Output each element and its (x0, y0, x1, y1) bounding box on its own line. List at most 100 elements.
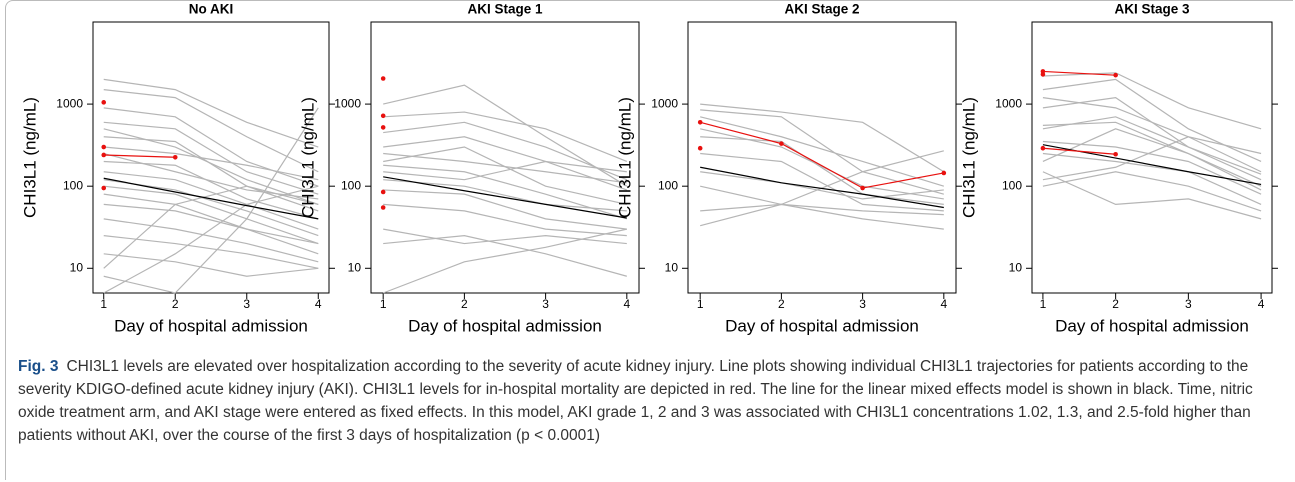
x-tick-label: 3 (542, 297, 549, 311)
series-line (383, 179, 627, 212)
series-point (101, 144, 107, 150)
series-line (383, 228, 627, 245)
series-line (103, 107, 319, 187)
series-point (380, 189, 386, 195)
series-point (101, 152, 107, 158)
y-tick-label: 10 (348, 260, 362, 274)
series-line (700, 116, 944, 187)
x-tick-label: 2 (1112, 297, 1119, 311)
series-line (700, 109, 944, 195)
series-line (383, 84, 628, 187)
y-tick-label: 1000 (334, 96, 361, 110)
series-line (383, 160, 627, 181)
x-tick-label: 3 (243, 297, 250, 311)
series-point (380, 125, 386, 130)
series-line (103, 152, 319, 200)
x-axis-label: Day of hospital admission (1055, 316, 1249, 335)
plot-frame (92, 21, 330, 294)
series-line (700, 150, 944, 206)
series-line (103, 185, 319, 245)
series-point (941, 170, 947, 176)
x-tick-label: 4 (623, 297, 630, 311)
y-axis-label: CHI3L1 (ng/mL) (298, 97, 317, 218)
series-line (700, 203, 944, 230)
series-line (1042, 171, 1262, 220)
series-line (1042, 116, 1262, 175)
series-line (383, 235, 627, 277)
series-point (697, 120, 703, 125)
x-tick-label: 1 (380, 297, 387, 311)
series-line (1042, 121, 1262, 187)
series-line (103, 171, 319, 230)
series-line (1042, 78, 1262, 163)
figure-frame (5, 0, 1293, 480)
series-point (380, 113, 386, 119)
series-line (700, 171, 944, 200)
series-line (103, 253, 319, 277)
series-line (700, 128, 944, 200)
x-axis-label: Day of hospital admission (114, 316, 308, 335)
series-line (700, 121, 944, 189)
x-tick-label: 2 (172, 297, 179, 311)
series-line (1042, 72, 1262, 130)
series-line (103, 185, 319, 294)
series-line (103, 136, 319, 212)
series-line (103, 235, 319, 269)
y-tick-label: 1000 (995, 96, 1022, 110)
chart-panels: No AKI 10 100 1000 1 2 3 4 Day of hospital admis… (20, 2, 1278, 335)
plot-frame (1031, 21, 1273, 294)
series-line (383, 121, 628, 181)
series-line (103, 107, 319, 294)
series-line (1042, 147, 1116, 155)
series-line (103, 160, 319, 220)
x-axis-label: Day of hospital admission (725, 316, 919, 335)
series-line (382, 228, 627, 294)
series-line (700, 166, 944, 209)
series-line (103, 154, 176, 158)
series-line (383, 189, 627, 230)
series-line (700, 136, 944, 205)
series-line (1042, 70, 1116, 76)
series-line (1042, 128, 1262, 191)
x-tick-label: 1 (100, 297, 107, 311)
y-tick-label: 100 (658, 178, 678, 192)
series-point (1040, 145, 1046, 151)
y-axis-label: CHI3L1 (ng/mL) (615, 97, 634, 218)
series-line (103, 177, 319, 220)
series-point (101, 100, 107, 105)
series-line (383, 164, 627, 220)
x-axis-label: Day of hospital admission (408, 316, 602, 335)
series-point (779, 141, 784, 146)
caption-label: Fig. 3 (18, 358, 59, 375)
series-line (700, 103, 945, 173)
series-line (383, 176, 627, 219)
series-line (1042, 97, 1262, 173)
y-tick-label: 100 (341, 178, 361, 192)
y-axis-label: CHI3L1 (ng/mL) (959, 97, 978, 218)
series-line (103, 89, 319, 173)
y-tick-label: 10 (665, 260, 679, 274)
series-line (700, 152, 944, 212)
panel-title: No AKI (189, 2, 234, 17)
plot-frame (370, 21, 640, 294)
x-tick-label: 4 (315, 297, 322, 311)
series-point (101, 185, 107, 191)
caption-text: CHI3L1 levels are elevated over hospital… (18, 358, 1253, 444)
x-tick-label: 4 (940, 297, 947, 311)
series-point (380, 205, 386, 210)
series-line (383, 136, 628, 191)
series-line (383, 146, 627, 205)
series-line (1042, 136, 1262, 181)
y-tick-label: 100 (1002, 178, 1022, 192)
series-line (1042, 171, 1262, 212)
series-point (1040, 72, 1046, 77)
plot-frame (687, 21, 957, 294)
y-tick-label: 10 (70, 260, 84, 274)
x-tick-label: 1 (697, 297, 704, 311)
series-point (697, 145, 703, 151)
series-line (700, 203, 944, 227)
series-line (103, 128, 319, 205)
series-line (103, 218, 319, 263)
series-point (172, 154, 178, 160)
